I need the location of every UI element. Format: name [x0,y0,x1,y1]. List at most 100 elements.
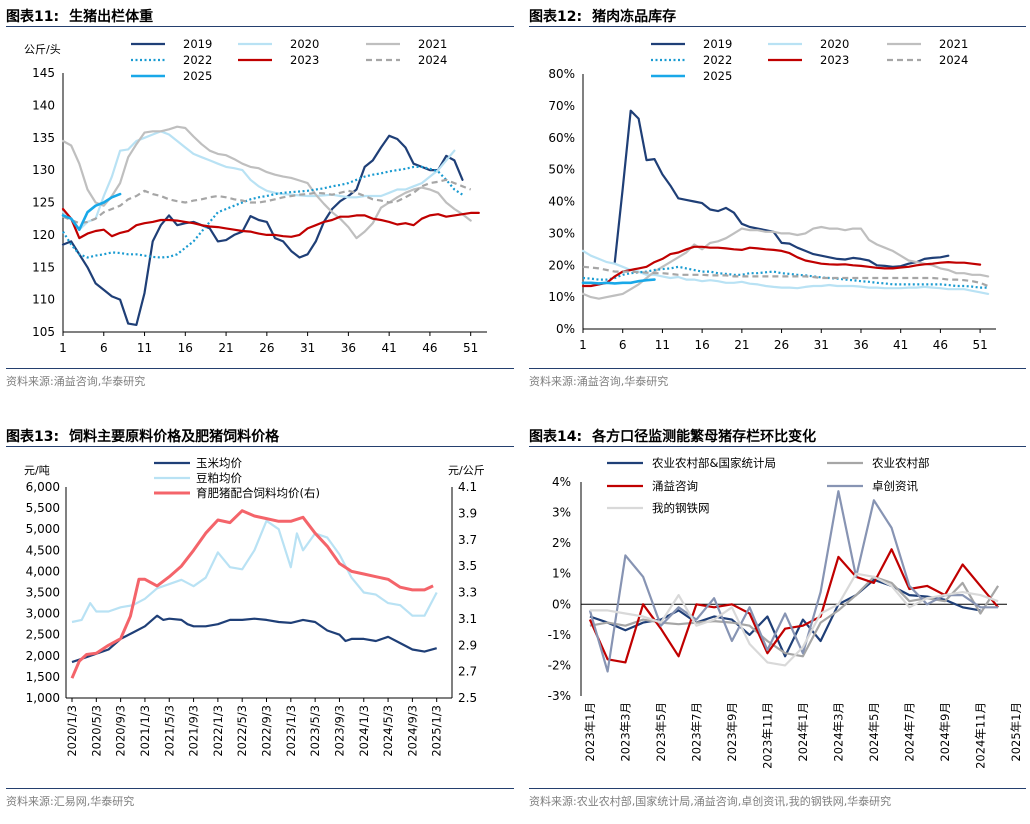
y-tick-label-right: 3.3 [458,586,477,600]
legend-label: 2021 [939,37,968,51]
x-tick-label: 2023年9月 [725,702,739,762]
legend-label: 涌益咨询 [652,479,698,493]
x-tick-label: 2024年3月 [831,702,845,762]
x-tick-label: 2023/9/3 [333,705,347,757]
y-tick-label: 145 [32,66,55,80]
title-rule [6,446,514,447]
legend-label: 2022 [703,53,732,67]
x-tick-label: 2020/5/3 [89,705,103,757]
legend-label: 豆粕均价 [196,471,242,485]
y-tick-label: -3% [548,689,571,703]
series-line-豆粕均价 [71,519,438,624]
legend-label: 2020 [820,37,849,51]
x-tick-label: 36 [341,341,356,355]
x-tick-label: 1 [579,338,587,352]
series-line-2021 [581,225,990,300]
y-tick-label-right: 3.7 [458,533,477,547]
source-rule [6,788,514,789]
source-note: 资料来源:涌益咨询,华泰研究 [529,375,669,388]
chart-frozen-pork-inventory: 0%10%20%30%40%50%60%70%80%1 6 11 16 21 26 31 36… [548,37,996,352]
x-tick-label: 26 [259,341,274,355]
y-tick-label-left: 1,000 [26,691,60,705]
y-tick-label-left: 4,500 [26,543,60,557]
y-tick-label: 0% [556,322,575,336]
x-tick-label: 2020/1/3 [65,705,79,757]
title-rule [6,26,514,27]
figure-title: 饲料主要原料价格及肥猪饲料价格 [69,429,280,445]
panel-title: 图表12: 猪肉冻品库存 [529,6,676,26]
legend-label: 2024 [418,53,447,67]
x-tick-label: 51 [972,338,987,352]
x-tick-label: 11 [137,341,152,355]
y-tick-label: -2% [548,658,571,672]
x-tick-label: 2024/1/3 [357,705,371,757]
y-tick-label-left: 2,500 [26,628,60,642]
legend-label: 卓创资讯 [872,479,918,493]
x-tick-label: 41 [893,338,908,352]
x-tick-label: 2024年5月 [867,702,881,762]
y-tick-label-right: 4.1 [458,480,477,494]
series-line-2023 [581,245,982,288]
x-tick-label: 31 [300,341,315,355]
legend-label: 2023 [820,53,849,67]
y-tick-label-right: 2.7 [458,665,477,679]
x-tick-label: 46 [422,341,437,355]
legend-label: 2021 [418,37,447,51]
x-tick-label: 51 [463,341,478,355]
panel-fig13: 图表13: 饲料主要原料价格及肥猪饲料价格 1,000 1,500 2,000 2,50… [6,426,514,818]
figure-label: 图表13: [6,429,60,445]
legend-label: 2023 [290,53,319,67]
y-tick-label: 40% [548,195,575,209]
y-tick-label: 125 [32,196,55,210]
y-tick-label: 1% [552,567,571,581]
source-rule [529,368,1026,369]
y-tick-label: 4% [552,475,571,489]
x-tick-label: 2022/1/3 [211,705,225,757]
panel-title: 图表11: 生猪出栏体重 [6,6,153,26]
x-tick-label: 2023年3月 [618,702,632,762]
x-tick-label: 2024/9/3 [405,705,419,757]
x-tick-label: 2021/1/3 [138,705,152,757]
x-tick-label: 26 [774,338,789,352]
y-tick-label-left: 5,500 [26,501,60,515]
source-note: 资料来源:涌益咨询,华泰研究 [6,375,146,388]
y-tick-label: 3% [552,506,571,520]
series-line-2020 [61,130,456,231]
chart-feed-prices: 1,000 1,500 2,000 2,500 3,000 3,500 4,000 4,500… [24,456,485,757]
series-line-卓创资讯 [588,490,999,673]
y-tick-label: 105 [32,325,55,339]
legend-label: 2025 [183,69,212,83]
source-note: 资料来源:农业农村部,国家统计局,涌益咨询,卓创资讯,我的钢铁网,华泰研究 [529,795,892,808]
x-tick-label: 2022/5/3 [235,705,249,757]
y-tick-label: 30% [548,226,575,240]
figure-label: 图表12: [529,9,583,25]
panel-fig12: 图表12: 猪肉冻品库存 0% 10% 20% 30% 40% 50% 60% 70% 80% 1 6… [529,6,1026,394]
panel-fig11: 图表11: 生猪出栏体重 105 110 115 120 125 130 135 140 145 1… [6,6,514,394]
y-tick-label: 2% [552,536,571,550]
x-tick-label: 16 [694,338,709,352]
series-line-2024 [62,178,472,225]
x-tick-label: 2024年11月 [973,702,987,769]
y-axis-title-left: 元/吨 [24,464,50,477]
x-tick-label: 6 [619,338,627,352]
y-tick-label-right: 2.9 [458,638,477,652]
legend-label: 2024 [939,53,968,67]
x-tick-label: 2023/5/3 [308,705,322,757]
series-line-2022 [62,165,464,259]
y-tick-label-left: 3,000 [26,607,60,621]
x-tick-label: 1 [59,341,67,355]
source-rule [6,368,514,369]
y-tick-label: 110 [32,293,55,307]
y-tick-label-left: 6,000 [26,480,60,494]
x-tick-label: 31 [814,338,829,352]
panel-title: 图表14: 各方口径监测能繁母猪存栏环比变化 [529,426,816,446]
y-tick-label-left: 5,000 [26,522,60,536]
x-tick-label: 2023年1月 [583,702,597,762]
y-tick-label-right: 3.9 [458,506,477,520]
y-tick-label: 0% [552,597,571,611]
x-tick-label: 16 [178,341,193,355]
x-tick-label: 11 [655,338,670,352]
legend-label: 我的钢铁网 [652,501,710,515]
x-tick-label: 2023/1/3 [284,705,298,757]
